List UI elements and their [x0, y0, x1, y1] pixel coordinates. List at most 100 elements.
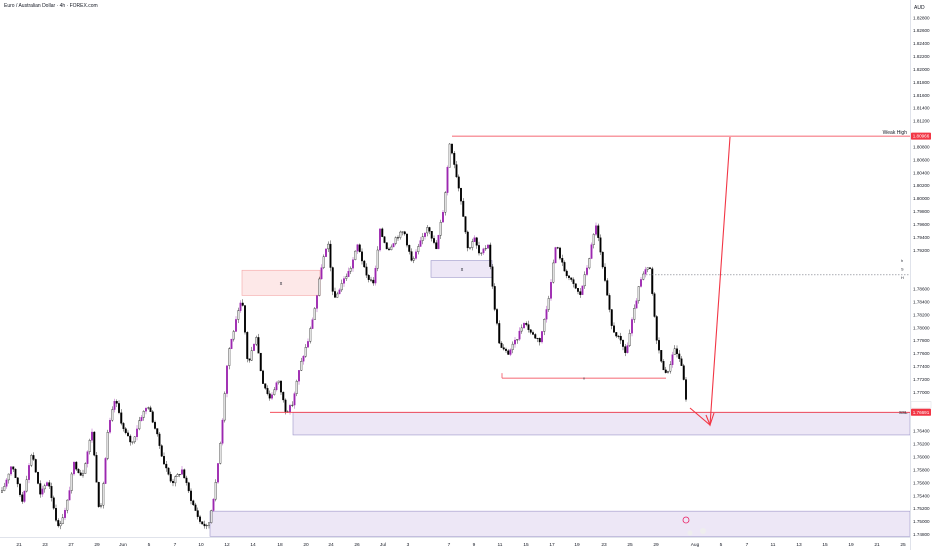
candle-body — [246, 332, 249, 359]
candle — [640, 276, 642, 288]
candle-body — [412, 258, 415, 261]
candle — [448, 143, 451, 168]
candle — [345, 273, 348, 281]
candle-body — [563, 262, 566, 272]
time-tick-label: 5 — [720, 542, 723, 548]
candle-body — [295, 380, 298, 394]
candle — [613, 322, 615, 333]
candle-body — [433, 238, 435, 243]
candle — [149, 405, 152, 412]
candle — [655, 315, 658, 345]
candle — [34, 458, 37, 473]
price-axis[interactable] — [910, 0, 932, 550]
mid-price-tag-bg — [911, 271, 931, 279]
candle — [253, 343, 255, 351]
candle — [21, 491, 24, 504]
candle — [205, 523, 208, 530]
candle-body — [37, 471, 39, 484]
price-tick-label: 1.77000 — [913, 390, 930, 395]
candle-body — [401, 231, 404, 233]
candle — [255, 335, 258, 347]
candle — [147, 406, 150, 410]
candle-body — [340, 283, 343, 291]
candle-body — [284, 399, 287, 412]
candle-body — [156, 428, 159, 435]
candle-body — [383, 236, 386, 243]
candle-body — [59, 523, 62, 527]
candle — [653, 292, 656, 318]
candle — [604, 263, 606, 283]
candle-body — [97, 482, 100, 507]
candle-body — [352, 259, 354, 269]
candle-body — [160, 445, 163, 457]
price-tick-label: 1.82200 — [913, 54, 930, 59]
candle — [619, 332, 622, 344]
candle — [158, 432, 161, 449]
candle — [329, 240, 332, 272]
time-tick-label: 17 — [549, 542, 555, 548]
candle-body — [293, 393, 296, 406]
candle-body — [66, 499, 69, 511]
candle — [43, 483, 46, 493]
time-tick-label: 23 — [42, 542, 48, 548]
candle-body — [109, 420, 111, 433]
candle — [88, 438, 91, 455]
candle-body — [41, 488, 44, 495]
mid-price-tag: 1.78819 — [913, 272, 930, 277]
candle-body — [518, 330, 521, 340]
candle — [244, 305, 246, 335]
candle — [199, 514, 201, 524]
price-tick-label: 1.82800 — [913, 15, 930, 20]
candle-body — [230, 338, 233, 349]
candle-body — [669, 364, 672, 372]
candle-body — [300, 361, 303, 371]
candle-body — [277, 380, 280, 383]
candle — [669, 361, 672, 374]
candle-body — [419, 240, 422, 247]
candle-body — [570, 277, 573, 280]
candle-body — [140, 417, 143, 421]
candle-body — [631, 319, 633, 334]
candle-body — [655, 316, 658, 341]
candle — [529, 329, 532, 335]
candle-body — [142, 411, 145, 418]
candle — [156, 428, 159, 437]
candle — [181, 466, 183, 476]
demand-zone — [292, 412, 911, 436]
price-tick-label: 1.75000 — [913, 519, 930, 524]
time-axis[interactable] — [0, 537, 910, 550]
candle-body — [266, 388, 269, 394]
candle-body — [532, 332, 534, 335]
candle — [556, 246, 559, 250]
candle — [196, 507, 199, 520]
candle-body — [282, 391, 285, 401]
time-tick-label: Jun — [119, 542, 127, 548]
time-tick-label: 20 — [303, 542, 309, 548]
candle-body — [392, 243, 395, 248]
candle — [563, 260, 566, 272]
candle-body — [25, 479, 28, 492]
candle — [347, 267, 350, 278]
candle-body — [552, 262, 555, 283]
candle — [82, 469, 84, 478]
price-tick-label: 1.80800 — [913, 144, 930, 149]
candle-body — [133, 436, 136, 443]
candle-body — [428, 227, 431, 232]
candle-body — [464, 216, 467, 233]
candle-body — [318, 278, 321, 296]
candle-body — [23, 490, 26, 502]
candle — [266, 385, 269, 396]
candle-body — [685, 379, 687, 400]
candle — [291, 401, 294, 408]
candle-body — [19, 483, 21, 495]
candle — [185, 475, 188, 486]
candle — [471, 238, 474, 251]
candle — [491, 264, 494, 289]
candle-body — [212, 498, 215, 511]
candle — [230, 338, 233, 349]
candle-body — [403, 231, 406, 235]
candle-body — [250, 350, 253, 361]
candle — [19, 483, 21, 497]
